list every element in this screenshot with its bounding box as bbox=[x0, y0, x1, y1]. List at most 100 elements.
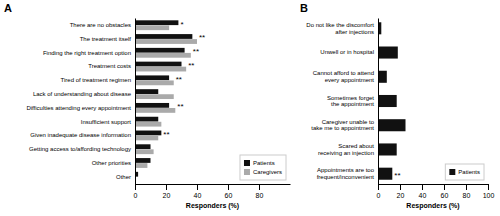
chart-svg: 020406080There are no obstaclesThe treat… bbox=[0, 0, 500, 216]
bar bbox=[135, 89, 158, 94]
category-label: Unwell or in hospital bbox=[320, 49, 374, 55]
tick: Tired of treatment regimen bbox=[61, 77, 135, 83]
tick-mark bbox=[400, 184, 401, 190]
bar bbox=[135, 131, 161, 136]
tick: 0 bbox=[377, 184, 381, 199]
legend-item: Patients bbox=[449, 169, 480, 175]
bar bbox=[135, 53, 191, 58]
bar bbox=[378, 143, 397, 155]
tick: Cannot afford to attendevery appointment bbox=[313, 70, 378, 83]
tick-mark bbox=[422, 184, 423, 190]
bars bbox=[378, 22, 406, 179]
tick-label: 0 bbox=[134, 192, 138, 199]
bar bbox=[135, 80, 174, 85]
category-label: Given inadequate disease information bbox=[30, 132, 131, 138]
tick-label: 60 bbox=[225, 192, 233, 199]
category-label: Lack of understanding about disease bbox=[33, 91, 132, 97]
bar bbox=[135, 144, 151, 149]
panel: 0 20 40 60 80 100 Do not like the discomfortaf… bbox=[300, 2, 494, 210]
bar bbox=[135, 67, 186, 72]
category-label: Difficulties attending every appointment bbox=[26, 105, 131, 111]
tick: Other bbox=[116, 174, 135, 180]
tick-label: 40 bbox=[419, 192, 427, 199]
bar bbox=[378, 168, 392, 180]
legend-item: Caregivers bbox=[244, 169, 282, 175]
tick: There are no obstacles bbox=[70, 22, 135, 28]
legend-box bbox=[445, 164, 484, 180]
tick-label: 40 bbox=[194, 192, 202, 199]
bar bbox=[135, 149, 154, 154]
category-label: Other priorities bbox=[92, 160, 131, 166]
tick: 80 bbox=[463, 184, 471, 199]
tick: Caregiver unable totake me to appointmen… bbox=[311, 119, 378, 132]
annotation: ** bbox=[176, 75, 182, 84]
legend: PatientsCaregivers bbox=[240, 155, 286, 180]
category-label: Caregiver unable totake me to appointmen… bbox=[311, 119, 374, 132]
tick: Scared aboutreceiving an injection bbox=[318, 143, 378, 156]
category-label: Scared aboutreceiving an injection bbox=[318, 143, 374, 156]
category-label: Getting access to/affording technology bbox=[29, 146, 131, 152]
tick: 60 bbox=[225, 184, 233, 199]
x-axis: 0 20 40 60 80 100 bbox=[377, 184, 495, 199]
bar bbox=[378, 95, 397, 107]
tick-mark bbox=[378, 184, 379, 190]
category-label: Insufficient support bbox=[81, 119, 132, 125]
tick: 40 bbox=[194, 184, 202, 199]
axis-title: Responders (%) bbox=[186, 202, 239, 210]
bar bbox=[135, 122, 161, 127]
category-label-line: Sometimes forget bbox=[327, 95, 374, 101]
tick: Getting access to/affording technology bbox=[29, 146, 135, 152]
tick-label: 60 bbox=[441, 192, 449, 199]
bar bbox=[378, 47, 398, 59]
category-label-line: frequent/inconvenient bbox=[317, 174, 375, 180]
legend-label: Patients bbox=[458, 169, 480, 175]
category-label-line: Scared about bbox=[338, 143, 374, 149]
category-label: Tired of treatment regimen bbox=[61, 77, 131, 83]
bar bbox=[135, 103, 169, 108]
tick: Appointments are toofrequent/inconvenien… bbox=[317, 167, 378, 180]
tick: 20 bbox=[397, 184, 405, 199]
bar bbox=[135, 136, 158, 141]
category-label: Finding the right treatment option bbox=[43, 50, 131, 56]
annotation: ** bbox=[163, 130, 169, 139]
category-label-line: Cannot afford to attend bbox=[313, 70, 374, 76]
annotation: ** bbox=[177, 102, 183, 111]
legend-label: Caregivers bbox=[253, 169, 282, 175]
panel-title: B bbox=[300, 2, 308, 14]
annotation: ** bbox=[193, 47, 199, 56]
axis-line bbox=[379, 184, 489, 185]
panel-title: A bbox=[4, 2, 12, 14]
category-label: There are no obstacles bbox=[70, 22, 131, 28]
legend-box bbox=[240, 155, 286, 180]
tick-mark bbox=[135, 184, 136, 190]
category-label-line: receiving an injection bbox=[318, 150, 374, 156]
panel: 020406080There are no obstaclesThe treat… bbox=[4, 2, 291, 210]
category-label-line: after injections bbox=[335, 29, 374, 35]
bar bbox=[135, 34, 192, 39]
tick-label: 80 bbox=[463, 192, 471, 199]
tick-mark bbox=[228, 184, 229, 190]
tick: Do not like the discomfortafter injectio… bbox=[306, 22, 378, 35]
bar bbox=[135, 75, 169, 80]
bar bbox=[135, 108, 175, 113]
bar bbox=[135, 48, 185, 53]
tick-mark bbox=[444, 184, 445, 190]
annotation: * bbox=[180, 20, 183, 29]
category-label-line: Appointments are too bbox=[317, 167, 375, 173]
tick: Given inadequate disease information bbox=[30, 132, 135, 138]
category-label: Appointments are toofrequent/inconvenien… bbox=[317, 167, 375, 180]
x-axis: 020406080 bbox=[134, 184, 291, 199]
tick-mark bbox=[488, 184, 489, 190]
bar bbox=[135, 163, 147, 168]
bar bbox=[378, 71, 387, 83]
tick: 100 bbox=[483, 184, 495, 199]
legend-swatch bbox=[244, 160, 250, 166]
annotation: ** bbox=[199, 33, 205, 42]
bar bbox=[135, 20, 178, 25]
tick: Unwell or in hospital bbox=[320, 49, 378, 55]
category-label: Treatment costs bbox=[88, 63, 131, 69]
bars bbox=[135, 20, 197, 176]
category-label-line: every appointment bbox=[325, 77, 375, 83]
tick: Finding the right treatment option bbox=[43, 50, 135, 56]
legend-swatch bbox=[244, 169, 250, 175]
